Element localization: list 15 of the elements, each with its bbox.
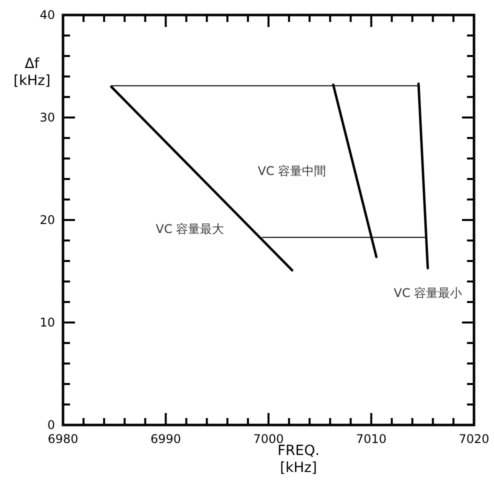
annotation: VC 容量中間 [258,164,326,178]
y-tick-label: 10 [40,316,55,330]
y-tick-label: 0 [47,418,55,432]
annotation: VC 容量最大 [156,222,224,236]
x-tick-label: 7020 [458,432,490,446]
annotation: VC 容量最小 [394,286,462,300]
x-tick-label: 7010 [356,432,387,446]
y-tick-label: 30 [40,110,55,124]
y-axis-title: Δf [kHz] [14,56,50,89]
x-tick-label: 7000 [253,432,284,446]
x-axis-title: FREQ. [kHz] [277,443,320,476]
x-tick-label: 6990 [150,432,182,446]
y-tick-label: 20 [40,213,55,227]
y-tick-label: 40 [40,8,55,22]
x-tick-label: 6980 [48,432,78,446]
